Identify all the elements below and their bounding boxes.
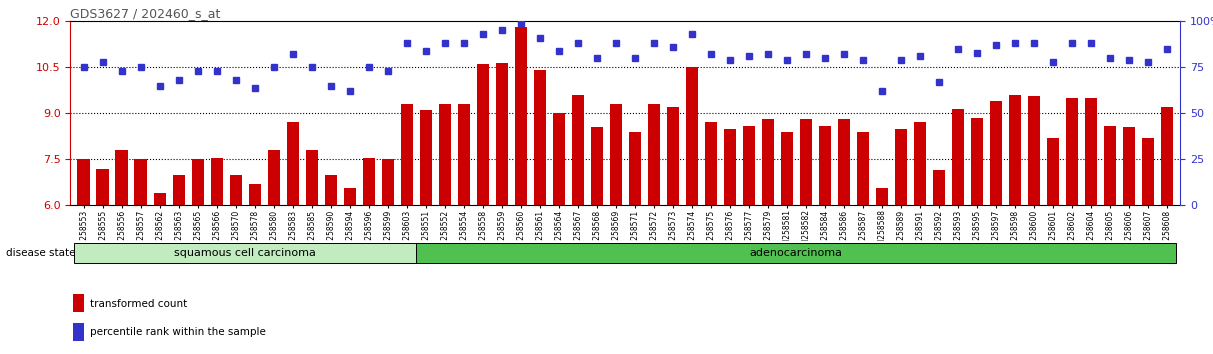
Bar bbox=[742, 126, 754, 205]
Text: adenocarcinoma: adenocarcinoma bbox=[750, 247, 843, 258]
Bar bbox=[416, 243, 1177, 263]
Bar bbox=[74, 243, 416, 263]
Bar bbox=[591, 127, 603, 205]
Bar bbox=[838, 119, 850, 205]
Bar bbox=[192, 159, 204, 205]
Bar bbox=[1047, 138, 1059, 205]
Bar bbox=[268, 150, 280, 205]
Bar bbox=[496, 63, 508, 205]
Bar bbox=[78, 159, 90, 205]
Bar bbox=[1161, 107, 1173, 205]
Bar bbox=[343, 188, 355, 205]
Bar bbox=[895, 129, 907, 205]
Bar bbox=[1009, 95, 1021, 205]
Bar bbox=[933, 170, 945, 205]
Bar bbox=[876, 188, 888, 205]
Bar bbox=[1141, 138, 1154, 205]
Bar bbox=[571, 95, 583, 205]
Text: transformed count: transformed count bbox=[90, 298, 187, 309]
Bar bbox=[457, 104, 469, 205]
Bar bbox=[724, 129, 736, 205]
Bar bbox=[553, 113, 565, 205]
Bar bbox=[705, 122, 717, 205]
Bar bbox=[97, 169, 109, 205]
Bar bbox=[685, 67, 697, 205]
Bar bbox=[610, 104, 622, 205]
Text: GDS3627 / 202460_s_at: GDS3627 / 202460_s_at bbox=[70, 7, 221, 20]
Bar bbox=[1104, 126, 1116, 205]
Bar bbox=[799, 119, 811, 205]
Bar bbox=[73, 294, 85, 312]
Bar bbox=[648, 104, 660, 205]
Bar bbox=[990, 101, 1002, 205]
Bar bbox=[514, 27, 526, 205]
Bar bbox=[325, 175, 337, 205]
Bar bbox=[1123, 127, 1135, 205]
Bar bbox=[913, 122, 926, 205]
Bar bbox=[1084, 98, 1097, 205]
Bar bbox=[420, 110, 432, 205]
Bar bbox=[115, 150, 127, 205]
Bar bbox=[249, 184, 261, 205]
Bar bbox=[1066, 98, 1078, 205]
Bar bbox=[154, 193, 166, 205]
Bar bbox=[970, 118, 983, 205]
Bar bbox=[73, 323, 85, 341]
Bar bbox=[211, 158, 223, 205]
Bar bbox=[856, 132, 869, 205]
Text: percentile rank within the sample: percentile rank within the sample bbox=[90, 327, 266, 337]
Bar bbox=[172, 175, 184, 205]
Bar bbox=[382, 159, 394, 205]
Bar bbox=[363, 158, 375, 205]
Bar bbox=[400, 104, 412, 205]
Bar bbox=[306, 150, 318, 205]
Bar bbox=[477, 64, 489, 205]
Bar bbox=[628, 132, 640, 205]
Bar bbox=[1027, 96, 1040, 205]
Bar bbox=[819, 126, 831, 205]
Bar bbox=[135, 159, 147, 205]
Bar bbox=[534, 70, 546, 205]
Text: squamous cell carcinoma: squamous cell carcinoma bbox=[175, 247, 317, 258]
Bar bbox=[286, 122, 298, 205]
Bar bbox=[952, 109, 964, 205]
Bar bbox=[667, 107, 679, 205]
Bar bbox=[439, 104, 451, 205]
Bar bbox=[229, 175, 241, 205]
Bar bbox=[781, 132, 793, 205]
Bar bbox=[762, 119, 774, 205]
Text: disease state: disease state bbox=[6, 248, 75, 258]
